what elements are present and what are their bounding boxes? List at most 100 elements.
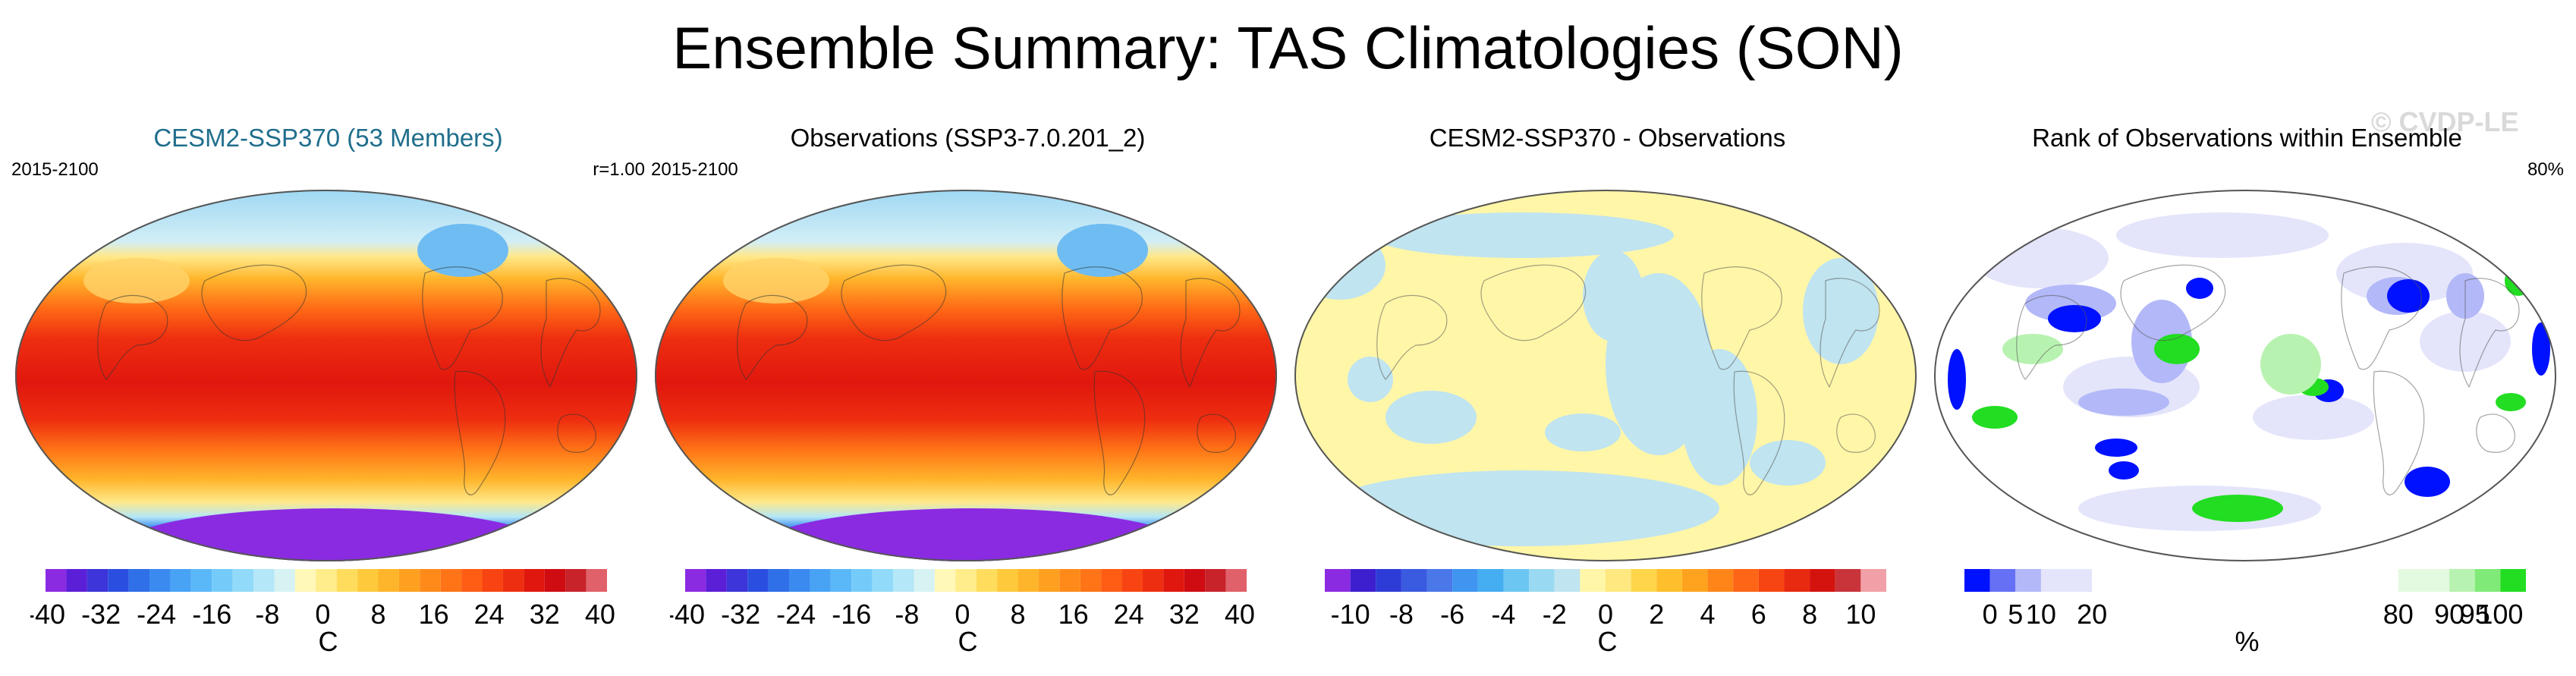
colorbar-bin (1964, 569, 1990, 592)
colorbar-bin (2449, 569, 2475, 592)
colorbar-bin (1606, 569, 1631, 592)
panel-title: Rank of Observations within Ensemble (2032, 124, 2462, 152)
colorbar: -10 -8 -6 -4 -2 0 2 4 6 8 10 (1325, 569, 1886, 630)
colorbar-bin (1656, 569, 1682, 592)
colorbar-bin (336, 569, 358, 592)
colorbar-bin (851, 569, 873, 592)
colorbar-bin (1038, 569, 1060, 592)
colorbar-tick-label: 8 (1011, 599, 1026, 630)
colorbar-bin (1426, 569, 1453, 592)
colorbar-tick-label: 16 (419, 599, 449, 630)
colorbar-bin (1503, 569, 1530, 592)
colorbar-bin (440, 569, 462, 592)
map-panel: Rank of Observations within Ensemble 80% 0… (1930, 114, 2564, 668)
colorbar-bin (1835, 569, 1861, 592)
colorbar-tick-label: 6 (1751, 599, 1766, 630)
colorbar-tick-label: -40 (670, 599, 705, 630)
colorbar-bin (1452, 569, 1478, 592)
panel-stat-label: 80% (2527, 159, 2564, 180)
colorbar-bin (190, 569, 212, 592)
colorbar-bin (1080, 569, 1102, 592)
colorbar-bin (1758, 569, 1785, 592)
colorbar-bin (1101, 569, 1122, 592)
colorbar-tick-label: 2 (1649, 599, 1664, 630)
colorbar-tick-label: 32 (1169, 599, 1200, 630)
colorbar-bin (955, 569, 977, 592)
world-map (655, 190, 1277, 561)
colorbar-bin (789, 569, 810, 592)
colorbar-tick-label: 4 (1700, 599, 1716, 630)
colorbar-bin (934, 569, 956, 592)
colorbar-bin (685, 569, 706, 592)
colorbar-bin (565, 569, 587, 592)
colorbar-tick-label: 90 (2434, 599, 2464, 630)
colorbar-tick-label: 24 (1114, 599, 1144, 630)
colorbar-tick-label: 20 (2077, 599, 2107, 630)
colorbar-tick-label: -10 (1331, 599, 1370, 630)
colorbar-bin (1810, 569, 1835, 592)
colorbar-tick-label: 80 (2383, 599, 2414, 630)
colorbar-bin (212, 569, 233, 592)
colorbar-bin (1860, 569, 1886, 592)
colorbar-bin (1580, 569, 1606, 592)
colorbar-tick-label: -8 (1389, 599, 1414, 630)
colorbar-tick-label: -32 (81, 599, 121, 630)
colorbar-bin (86, 569, 109, 592)
colorbar-unit-label: C (318, 626, 338, 657)
colorbar-bin (1350, 569, 1376, 592)
colorbar-tick-label: -16 (192, 599, 231, 630)
colorbar-tick-label: 0 (1598, 599, 1613, 630)
map-panel: CESM2-SSP370 (53 Members) 2015-2100 r=1.00… (11, 114, 645, 668)
colorbar-tick-label: -2 (1543, 599, 1567, 630)
colorbar-tick-label: -32 (721, 599, 760, 630)
colorbar-bin (747, 569, 769, 592)
colorbar-tick-label: -4 (1491, 599, 1515, 630)
colorbar-bin (1733, 569, 1759, 592)
colorbar-bin (1121, 569, 1143, 592)
colorbar-tick-label: 32 (530, 599, 560, 630)
colorbar-bin (706, 569, 727, 592)
colorbar-bin (316, 569, 337, 592)
colorbar-tick-label: -24 (776, 599, 816, 630)
colorbar-bin (232, 569, 254, 592)
colorbar-bin (830, 569, 852, 592)
colorbar-bin (1225, 569, 1247, 592)
colorbar-bin (420, 569, 441, 592)
colorbar-bin (1142, 569, 1164, 592)
watermark: © CVDP-LE (2371, 106, 2519, 137)
colorbar-bin (524, 569, 545, 592)
colorbar-bin (149, 569, 171, 592)
colorbar-bin (2474, 569, 2501, 592)
colorbar-bin (1325, 569, 1351, 592)
map-panel: Observations (SSP3-7.0.201_2) 2015-2100 -4… (651, 114, 1285, 668)
panel-stat-label: r=1.00 (593, 159, 645, 180)
colorbar-bin (46, 569, 67, 592)
colorbar-bin (544, 569, 566, 592)
colorbar-bin (357, 569, 379, 592)
colorbar-bin (1681, 569, 1708, 592)
colorbar-tick-label: 100 (2477, 599, 2523, 630)
panel-title: CESM2-SSP370 - Observations (1429, 124, 1786, 152)
colorbar-bin (914, 569, 935, 592)
colorbar-bin (1631, 569, 1657, 592)
colorbar-bin (1707, 569, 1734, 592)
colorbar-tick-label: 10 (1845, 599, 1876, 630)
world-map (1934, 190, 2556, 561)
colorbar-bin (398, 569, 420, 592)
colorbar-unit-label: % (2235, 626, 2260, 657)
colorbar-bin (1205, 569, 1226, 592)
colorbar-tick-label: 0 (1983, 599, 1998, 630)
colorbar-tick-label: 0 (315, 599, 330, 630)
colorbar-tick-label: 5 (2008, 599, 2023, 630)
colorbar-bin (378, 569, 399, 592)
colorbar-bin (1163, 569, 1184, 592)
colorbar-tick-label: -16 (832, 599, 871, 630)
colorbar-bin (997, 569, 1018, 592)
colorbar-bin (2015, 569, 2041, 592)
panel-period-label: 2015-2100 (651, 159, 738, 180)
world-map (15, 190, 637, 561)
colorbar-tick-label: -24 (137, 599, 176, 630)
colorbar-bin (66, 569, 87, 592)
colorbar-bin (502, 569, 524, 592)
colorbar-bin (726, 569, 748, 592)
